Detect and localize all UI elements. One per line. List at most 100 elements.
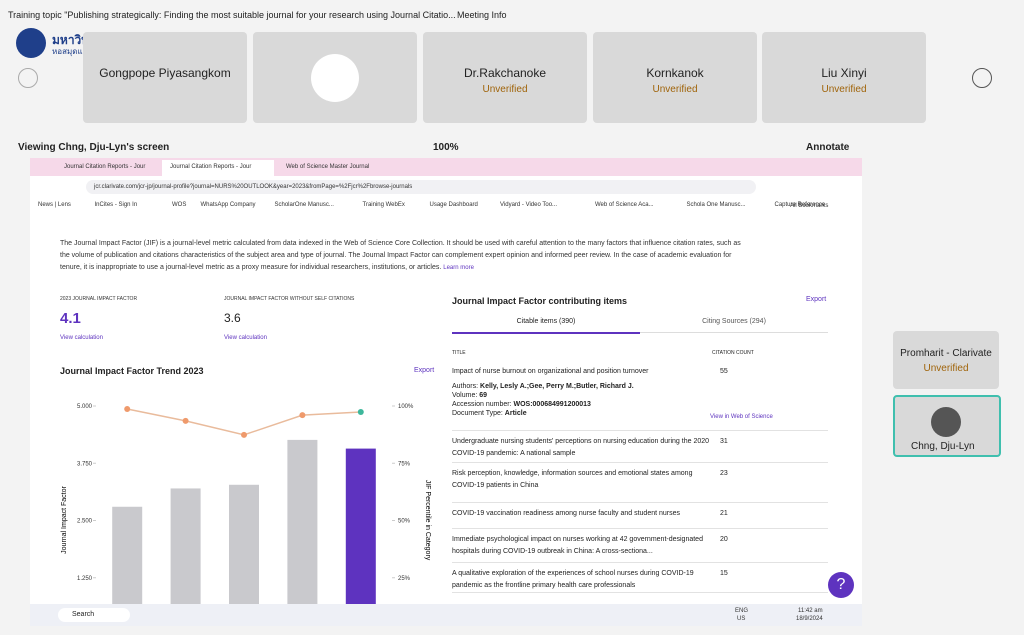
intro-text: The Journal Impact Factor (JIF) is a jou… <box>60 238 750 274</box>
item-title[interactable]: Undergraduate nursing students' percepti… <box>452 438 710 457</box>
metric-link[interactable]: View calculation <box>60 335 103 341</box>
bookmark[interactable]: Training WebEx <box>362 202 405 208</box>
v: Article <box>504 410 527 417</box>
viewing-label: Viewing Chng, Dju-Lyn's screen <box>18 142 170 153</box>
meeting-info[interactable]: Meeting Info <box>457 10 507 20</box>
participant-tile: Liu Xinyi Unverified <box>762 32 926 123</box>
address-bar[interactable]: jcr.clarivate.com/jcr-jp/journal-profile… <box>86 180 756 194</box>
tab-citing[interactable]: Citing Sources (294) <box>640 318 828 333</box>
wos-link[interactable]: View in Web of Science <box>710 414 773 420</box>
intro: The Journal Impact Factor (JIF) is a jou… <box>60 240 741 271</box>
percentile-dot <box>357 408 364 415</box>
participant-status: Unverified <box>821 84 867 95</box>
zoom-level[interactable]: 100% <box>433 142 459 153</box>
bookmark[interactable]: Capture Reference <box>774 202 826 208</box>
item-title[interactable]: COVID-19 vaccination readiness among nur… <box>452 510 681 517</box>
percentile-dot <box>182 417 189 424</box>
participant-name: Gongpope Piyasangkom <box>99 66 231 80</box>
participant-name: Liu Xinyi <box>821 66 867 80</box>
bookmark[interactable]: InCites - Sign In <box>94 202 138 208</box>
bar <box>287 439 318 604</box>
all-bookmarks[interactable]: All Bookmarks <box>790 203 829 209</box>
shared-screen: Journal Citation Reports - Jour Journal … <box>30 158 862 604</box>
percentile-dot <box>299 412 306 419</box>
v: Kelly, Lesly A.;Gee, Perry M.;Butler, Ri… <box>480 383 634 390</box>
y2-tick-label: 50% <box>398 519 411 525</box>
metric-value: 4.1 <box>60 310 81 327</box>
item-title[interactable]: A qualitative exploration of the experie… <box>452 570 694 589</box>
citation-count: 23 <box>720 470 728 477</box>
items-export[interactable]: Export <box>806 296 827 303</box>
citation-count: 15 <box>720 570 728 577</box>
citation-count: 20 <box>720 536 728 543</box>
item-detail: Authors: Kelly, Lesly A.;Gee, Perry M.;B… <box>452 382 752 418</box>
participant-name: Dr.Rakchanoke <box>463 66 547 80</box>
y-tick-label: 1.250 <box>77 576 93 582</box>
metric-link[interactable]: View calculation <box>224 335 267 341</box>
active-tab[interactable]: Journal Citation Reports - Jour <box>162 160 274 176</box>
y2-tick-label: 75% <box>398 461 411 467</box>
k: Authors: <box>452 383 479 390</box>
taskbar-search[interactable]: Search <box>58 608 130 622</box>
participant-tile: Kornkanok Unverified <box>593 32 757 123</box>
k: Document Type: <box>452 410 503 417</box>
citation-count: 21 <box>720 510 728 517</box>
y2-axis-label: JIF Percentile in Category <box>424 480 431 561</box>
row-divider <box>452 462 828 463</box>
row-divider <box>452 502 828 503</box>
avatar <box>931 407 961 437</box>
citation-count: 31 <box>720 438 728 445</box>
bookmark[interactable]: Vidyard - Video Too... <box>500 202 558 208</box>
bookmark[interactable]: WOS <box>172 202 187 208</box>
k: Accession number: <box>452 401 512 408</box>
bookmark[interactable]: News | Lens <box>38 202 71 208</box>
meeting-title: Training topic "Publishing strategically… <box>8 10 456 20</box>
tab[interactable]: Journal Citation Reports - Jour <box>64 164 146 170</box>
y-tick-label: 5.000 <box>77 404 93 410</box>
side-name: Chng, Dju-Lyn <box>911 441 975 452</box>
bar <box>345 448 376 604</box>
y-tick-label: 3.750 <box>77 461 93 467</box>
item-title[interactable]: Risk perception, knowledge, information … <box>452 470 693 489</box>
prev-button[interactable] <box>18 68 38 88</box>
bookmark[interactable]: Schola One Manusc... <box>686 202 746 208</box>
bookmark[interactable]: ScholarOne Manusc... <box>274 202 334 208</box>
bar <box>229 484 259 604</box>
bookmark[interactable]: Usage Dashboard <box>429 202 478 208</box>
percentile-dot <box>241 431 247 438</box>
y2-tick-label: 25% <box>398 576 411 582</box>
bookmark[interactable]: WhatsApp Company <box>200 202 256 208</box>
taskbar: Search ENG US 11:42 am 18/9/2024 <box>30 604 862 626</box>
url: jcr.clarivate.com/jcr-jp/journal-profile… <box>94 184 413 190</box>
percentile-line <box>127 408 361 436</box>
items-title: Journal Impact Factor contributing items <box>452 296 628 306</box>
side-tile-active: Chng, Dju-Lyn <box>893 395 1001 457</box>
chart-export[interactable]: Export <box>414 367 435 374</box>
annotate-button[interactable]: Annotate <box>806 142 850 153</box>
logo-emblem <box>16 28 46 58</box>
tab-citable[interactable]: Citable items (390) <box>452 318 640 334</box>
col-header: TITLE <box>452 350 466 356</box>
item-title[interactable]: Impact of nurse burnout on organizationa… <box>452 368 649 375</box>
y-tick-label: 2.500 <box>77 519 93 525</box>
tab-label: Journal Citation Reports - Jour <box>170 164 252 170</box>
next-button[interactable] <box>972 68 992 88</box>
bar <box>170 488 201 604</box>
tab-bar: Journal Citation Reports - Jour Journal … <box>30 158 862 176</box>
bookmark[interactable]: Web of Science Aca... <box>595 202 654 208</box>
participant-status: Unverified <box>482 84 528 95</box>
clock-time: 11:42 am <box>798 608 823 614</box>
col-header: CITATION COUNT <box>712 350 754 356</box>
row-divider <box>452 562 828 563</box>
participant-tile: Gongpope Piyasangkom <box>83 32 247 123</box>
tab[interactable]: Web of Science Master Journal <box>286 164 370 170</box>
lang: ENG <box>735 608 749 614</box>
metric-value: 3.6 <box>224 311 241 325</box>
help-button[interactable]: ? <box>828 572 854 598</box>
region: US <box>737 616 746 622</box>
participant-name: Kornkanok <box>646 66 704 80</box>
learn-more[interactable]: Learn more <box>443 265 474 271</box>
item-title[interactable]: Immediate psychological impact on nurses… <box>452 536 703 555</box>
y2-tick-label: 100% <box>398 404 414 410</box>
